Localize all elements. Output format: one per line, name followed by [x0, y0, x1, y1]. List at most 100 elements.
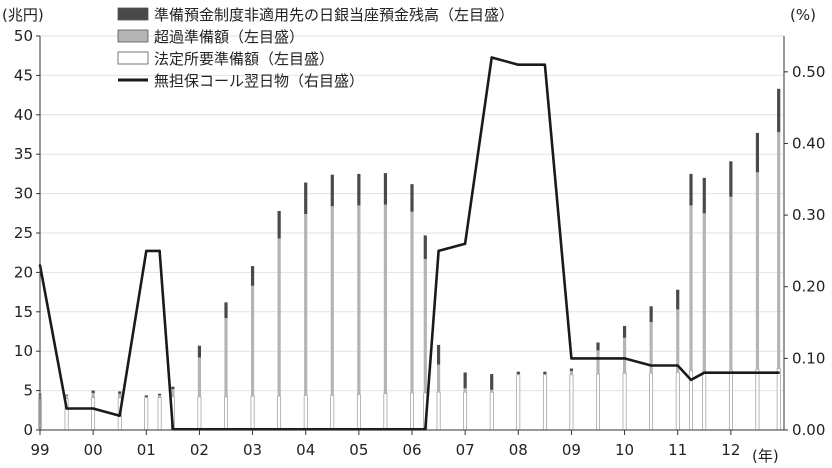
bar-required	[596, 373, 600, 431]
y-left-tick-label: 50	[14, 27, 33, 45]
bar-non-applicable	[436, 344, 441, 365]
legend-label: 準備預金制度非適用先の日銀当座預金残高（左目盛）	[154, 6, 514, 24]
y-right-tick-label: 0.20	[792, 278, 825, 296]
call-rate-point	[729, 371, 733, 374]
x-tick-label: 08	[509, 441, 528, 459]
x-tick-label: 05	[349, 441, 368, 459]
x-tick-label: 10	[615, 441, 634, 459]
bar-excess	[224, 318, 228, 397]
bar-excess	[91, 392, 95, 398]
bars	[38, 88, 781, 431]
bar-required	[197, 396, 202, 431]
bar-non-applicable	[250, 266, 255, 286]
x-tick-label: 11	[668, 441, 687, 459]
bar-excess	[543, 374, 547, 375]
bar-required	[303, 395, 308, 431]
x-tick-label: 09	[562, 441, 581, 459]
y-right-tick-label: 0.10	[792, 349, 825, 367]
bar-excess	[729, 196, 733, 371]
bar-non-applicable	[729, 161, 733, 197]
bar-required	[383, 393, 388, 431]
bar-excess	[410, 211, 414, 393]
legend-label: 法定所要準備額（左目盛）	[154, 50, 334, 68]
bar-excess	[277, 238, 281, 397]
x-tick-label: 00	[84, 441, 103, 459]
y-left-tick-label: 20	[14, 263, 33, 281]
bar-non-applicable	[543, 371, 547, 375]
y-left-tick-label: 35	[14, 145, 33, 163]
call-rate-point	[463, 242, 467, 245]
bar-required	[277, 395, 282, 431]
bar-excess	[304, 214, 308, 396]
y-right-unit: (%)	[790, 6, 816, 24]
bar-excess	[490, 389, 494, 393]
legend-label: 無担保コール翌日物（右目盛）	[154, 72, 364, 90]
bar-required	[649, 372, 654, 431]
bar-excess	[676, 309, 680, 373]
y-right-tick-label: 0.00	[792, 421, 825, 439]
bar-non-applicable	[64, 394, 69, 396]
bar-required	[622, 372, 627, 431]
bar-excess	[330, 206, 334, 396]
bar-non-applicable	[676, 289, 680, 310]
bar-non-applicable	[357, 173, 361, 206]
legend-swatch	[117, 29, 149, 43]
bar-non-applicable	[118, 391, 122, 394]
bar-non-applicable	[144, 395, 148, 397]
bar-required	[436, 391, 441, 431]
x-tick-label: 01	[137, 441, 156, 459]
call-rate-line	[38, 56, 779, 431]
bar-non-applicable	[702, 177, 706, 214]
call-rate-point	[649, 364, 653, 367]
x-tick-label: 04	[296, 441, 315, 459]
call-rate-point	[703, 371, 706, 374]
bar-excess	[357, 205, 361, 395]
bar-required	[463, 391, 468, 431]
call-rate-point	[777, 371, 780, 374]
bar-non-applicable	[304, 182, 308, 215]
x-tick-label: 12	[721, 441, 740, 459]
y-right-tick-label: 0.50	[792, 63, 825, 81]
call-rate-point	[437, 249, 440, 253]
bar-required	[728, 369, 733, 431]
call-rate-point	[118, 414, 121, 417]
bar-required	[776, 368, 781, 431]
bar-non-applicable	[224, 302, 228, 319]
y-left-tick-label: 10	[14, 342, 33, 360]
bar-non-applicable	[569, 368, 574, 371]
bar-non-applicable	[383, 173, 388, 205]
call-rate-point	[543, 63, 547, 66]
call-rate-point	[570, 357, 573, 360]
bar-required	[569, 374, 574, 431]
bar-non-applicable	[277, 210, 281, 239]
axes: 051015202530354045500.000.100.200.300.40…	[14, 27, 826, 459]
call-rate-point	[145, 249, 148, 253]
call-rate-point	[91, 407, 95, 410]
bar-excess	[64, 395, 69, 399]
bar-excess	[250, 285, 255, 397]
bar-required	[91, 397, 96, 431]
x-tick-label: 03	[243, 441, 262, 459]
call-rate-point	[676, 364, 679, 367]
y-left-tick-label: 15	[14, 303, 33, 321]
bar-required	[250, 395, 255, 431]
call-rate-point	[756, 371, 759, 374]
bar-excess	[144, 396, 148, 398]
bar-non-applicable	[622, 325, 627, 338]
y-left-tick-label: 25	[14, 224, 33, 242]
bar-excess	[157, 395, 162, 398]
y-left-tick-label: 5	[23, 382, 33, 400]
call-rate-point	[158, 249, 161, 253]
x-tick-label: 07	[456, 441, 475, 459]
y-left-tick-label: 40	[14, 106, 33, 124]
legend-swatch	[117, 51, 149, 65]
x-tick-label: 02	[190, 441, 209, 459]
bar-non-applicable	[777, 88, 781, 133]
bar-required	[144, 397, 149, 431]
bar-excess	[689, 205, 693, 371]
bar-excess	[596, 350, 600, 375]
bar-excess	[383, 204, 388, 394]
call-rate-point	[596, 357, 600, 360]
bar-required	[157, 397, 162, 431]
bar-excess	[197, 357, 202, 397]
